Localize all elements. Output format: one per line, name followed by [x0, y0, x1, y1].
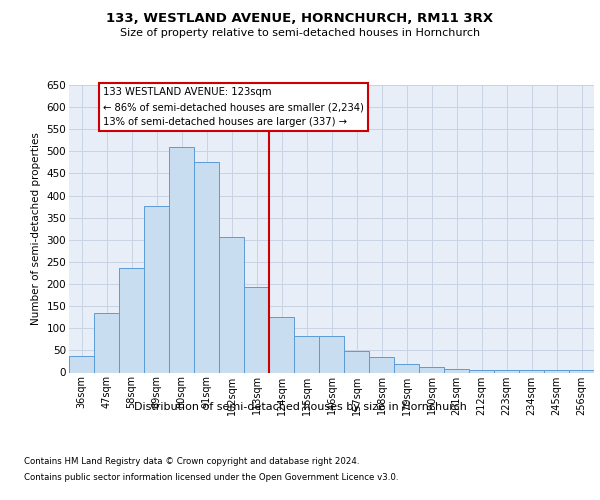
Bar [219, 236, 244, 372]
Bar [419, 367, 444, 372]
Bar [519, 370, 544, 372]
Bar [369, 357, 394, 372]
Bar [494, 370, 519, 372]
Bar [244, 287, 269, 372]
Bar [444, 370, 469, 372]
Text: 133, WESTLAND AVENUE, HORNCHURCH, RM11 3RX: 133, WESTLAND AVENUE, HORNCHURCH, RM11 3… [106, 12, 494, 26]
Bar [94, 313, 119, 372]
Bar [344, 352, 369, 372]
Text: Size of property relative to semi-detached houses in Hornchurch: Size of property relative to semi-detach… [120, 28, 480, 38]
Bar [119, 268, 144, 372]
Y-axis label: Number of semi-detached properties: Number of semi-detached properties [31, 132, 41, 325]
Bar [544, 370, 569, 372]
Bar [394, 364, 419, 372]
Text: Distribution of semi-detached houses by size in Hornchurch: Distribution of semi-detached houses by … [134, 402, 466, 412]
Bar [269, 317, 294, 372]
Text: 133 WESTLAND AVENUE: 123sqm
← 86% of semi-detached houses are smaller (2,234)
13: 133 WESTLAND AVENUE: 123sqm ← 86% of sem… [103, 87, 364, 127]
Bar [144, 206, 169, 372]
Bar [194, 162, 219, 372]
Bar [69, 356, 94, 372]
Bar [469, 370, 494, 372]
Bar [169, 147, 194, 372]
Bar [294, 336, 319, 372]
Text: Contains HM Land Registry data © Crown copyright and database right 2024.: Contains HM Land Registry data © Crown c… [24, 458, 359, 466]
Text: Contains public sector information licensed under the Open Government Licence v3: Contains public sector information licen… [24, 472, 398, 482]
Bar [319, 336, 344, 372]
Bar [569, 370, 594, 372]
